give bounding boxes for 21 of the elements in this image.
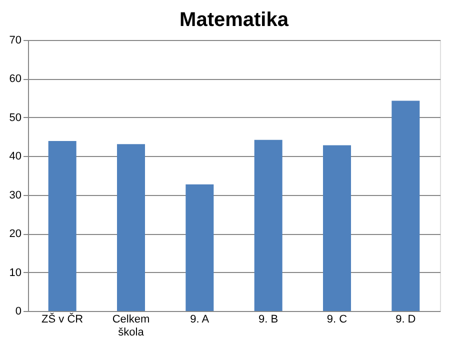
x-tick-label: 9. D [396, 314, 416, 326]
bar [323, 145, 351, 311]
y-tick-label: 70 [9, 34, 22, 46]
x-tick-label: 9. B [258, 314, 278, 326]
y-tick-label: 60 [9, 73, 22, 86]
x-tick-label: ZŠ v ČR [42, 312, 84, 326]
chart-title: Matematika [180, 9, 290, 31]
y-tick-label: 40 [9, 150, 22, 163]
bar [186, 184, 214, 311]
y-tick-label: 0 [15, 306, 22, 318]
bar [48, 141, 76, 311]
x-tick-label: Celkem škola [112, 314, 150, 338]
y-tick-label: 10 [9, 266, 22, 279]
bar [392, 100, 420, 311]
y-tick-label: 20 [9, 228, 22, 240]
y-tick-label: 30 [9, 189, 22, 202]
x-tick-label: 9. C [326, 314, 348, 326]
y-tick-label: 50 [9, 112, 22, 124]
bar [117, 144, 145, 311]
bar [254, 140, 282, 311]
x-tick-label: 9. A [190, 314, 210, 326]
